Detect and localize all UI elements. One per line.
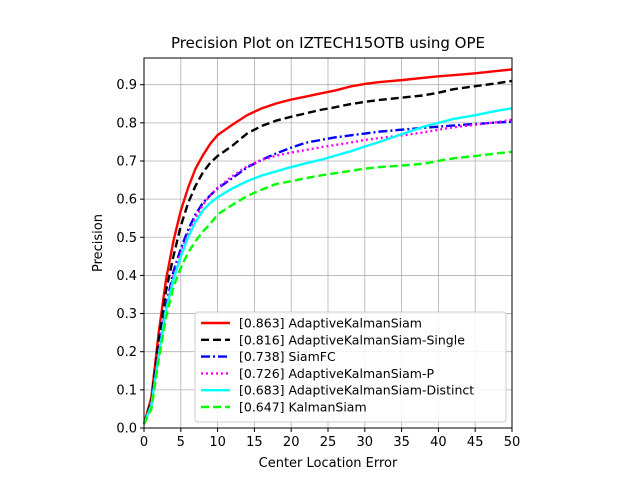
y-tick-label: 0.5 — [116, 231, 137, 246]
y-tick-label: 0.6 — [116, 193, 137, 208]
series-line-2 — [142, 79, 513, 425]
x-tick-label: 50 — [504, 435, 521, 450]
legend-label-1: [0.863] AdaptiveKalmanSiam — [239, 316, 422, 331]
x-tick-label: 20 — [283, 435, 300, 450]
y-tick-label: 0.7 — [116, 154, 137, 169]
x-tick-label: 10 — [209, 435, 226, 450]
legend-label-3: [0.738] SiamFC — [239, 349, 336, 364]
legend-label-6: [0.647] KalmanSiam — [239, 400, 367, 415]
series-line-6 — [142, 150, 513, 425]
y-tick-label: 0.8 — [116, 116, 137, 131]
chart-title: Precision Plot on IZTECH15OTB using OPE — [171, 34, 485, 52]
y-axis-label: Precision — [91, 214, 106, 272]
x-tick-label: 40 — [430, 435, 447, 450]
y-tick-label: 0.0 — [116, 422, 137, 437]
x-tick-label: 15 — [246, 435, 263, 450]
axis-ticks: 0 5 10 15 20 25 30 35 40 45 50 0.0 0.1 0.2 0.3 0.4 0.5 0.… — [116, 78, 520, 450]
series-lines — [142, 68, 513, 425]
legend-label-4: [0.726] AdaptiveKalmanSiam-P — [239, 366, 434, 381]
legend-box — [194, 311, 507, 423]
legend-label-2: [0.816] AdaptiveKalmanSiam-Single — [239, 332, 465, 347]
y-tick-label: 0.2 — [116, 345, 137, 360]
legend: [0.863] AdaptiveKalmanSiam[0.816] Adapti… — [194, 311, 507, 423]
series-line-5 — [142, 107, 513, 425]
x-tick-label: 45 — [467, 435, 484, 450]
x-tick-label: 25 — [320, 435, 337, 450]
x-axis-label: Center Location Error — [259, 456, 398, 471]
y-tick-label: 0.3 — [116, 307, 137, 322]
legend-label-5: [0.683] AdaptiveKalmanSiam-Distinct — [239, 383, 474, 398]
y-tick-label: 0.4 — [116, 269, 137, 284]
x-tick-label: 35 — [393, 435, 410, 450]
x-tick-label: 0 — [140, 435, 148, 450]
y-tick-label: 0.9 — [116, 78, 137, 93]
y-tick-label: 0.1 — [116, 383, 137, 398]
series-line-1 — [142, 68, 513, 425]
x-tick-label: 30 — [357, 435, 374, 450]
x-tick-label: 5 — [177, 435, 185, 450]
